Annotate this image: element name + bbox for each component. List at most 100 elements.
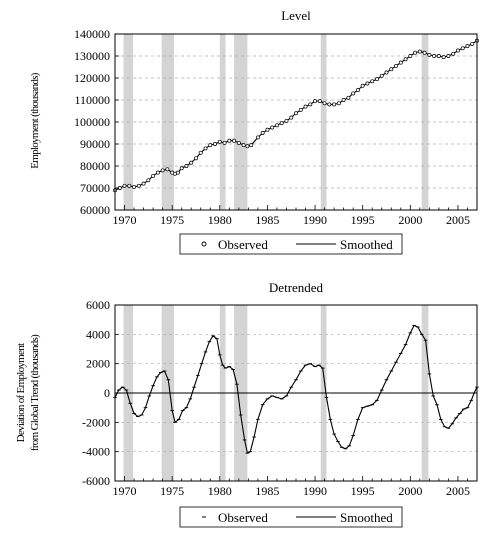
detrended-x-tick-label: 1980 <box>208 484 232 498</box>
detrended-y-tick-label: 4000 <box>86 327 110 341</box>
level-observed-point <box>179 166 184 171</box>
level-observed-point <box>241 143 246 148</box>
detrended-legend: Observed Smoothed <box>179 506 403 528</box>
level-observed-series <box>113 38 479 193</box>
level-observed-point <box>470 41 475 46</box>
level-gridlines <box>115 55 477 189</box>
level-observed-point <box>279 121 284 126</box>
level-x-tick-label: 1970 <box>113 213 137 227</box>
level-observed-point <box>308 102 313 107</box>
level-y-tick-label: 120000 <box>74 71 110 85</box>
detrended-gridlines <box>115 333 477 453</box>
level-y-ticks: 60000 70000 80000 90000 100000 110000 120000 13… <box>74 27 119 217</box>
level-observed-point <box>360 83 365 88</box>
level-observed-point <box>346 95 351 100</box>
level-x-tick-label: 1980 <box>208 213 232 227</box>
level-observed-point <box>284 118 289 123</box>
level-y-tick-label: 130000 <box>74 49 110 63</box>
level-observed-point <box>289 115 294 120</box>
level-observed-point <box>394 63 398 68</box>
level-x-tick-label: 2005 <box>446 213 470 227</box>
level-observed-point <box>274 123 279 128</box>
detrended-x-ticks: 1970 1975 1980 1985 1990 1995 2000 2005 <box>113 476 478 498</box>
detrended-x-tick-label: 1990 <box>303 484 327 498</box>
level-observed-point <box>375 77 379 82</box>
level-observed-point <box>141 181 146 186</box>
detrended-y-tick-label: -4000 <box>82 445 110 459</box>
level-observed-point <box>270 125 275 130</box>
level-observed-point <box>160 168 165 173</box>
level-observed-point <box>413 50 418 55</box>
level-observed-point <box>351 91 356 96</box>
detrended-y-ticks: -6000 -4000 -2000 0 2000 4000 6000 <box>82 298 119 488</box>
level-observed-point <box>146 178 151 183</box>
level-observed-point <box>249 143 254 148</box>
level-observed-point <box>427 52 432 57</box>
level-y-tick-label: 100000 <box>74 115 110 129</box>
detrended-y-tick-label: 2000 <box>86 357 110 371</box>
level-observed-point <box>455 48 460 53</box>
level-observed-point <box>208 143 213 148</box>
detrended-observed-series <box>113 325 479 454</box>
level-x-tick-label: 1975 <box>160 213 184 227</box>
level-observed-point <box>389 67 394 72</box>
level-observed-point <box>265 127 270 132</box>
level-y-tick-label: 90000 <box>80 137 110 151</box>
level-observed-point <box>451 51 456 56</box>
level-observed-point <box>155 170 160 175</box>
detrended-chart-ylabel-line2: from Global Trend (thousands) <box>29 334 41 451</box>
level-observed-point <box>446 54 451 58</box>
detrended-legend-box <box>179 506 403 528</box>
level-observed-point <box>341 98 346 102</box>
level-recession-band <box>421 34 429 210</box>
level-observed-point <box>327 102 332 107</box>
level-chart-title: Level <box>281 8 311 23</box>
level-chart-ylabel: Employment (thousands) <box>29 72 41 169</box>
level-observed-point <box>213 142 217 146</box>
level-observed-point <box>260 131 265 135</box>
level-observed-point <box>136 183 141 188</box>
level-observed-point <box>408 54 413 58</box>
detrended-smoothed-series <box>114 324 478 454</box>
level-legend-observed-marker <box>201 241 207 247</box>
level-observed-point <box>303 104 308 109</box>
level-y-tick-label: 140000 <box>74 27 110 41</box>
detrended-x-tick-label: 1985 <box>255 484 279 498</box>
level-recession-band <box>219 34 226 210</box>
level-chart: Level Employment (thousands) 60000 70000 8… <box>29 8 479 255</box>
detrended-legend-smoothed: Smoothed <box>340 510 393 525</box>
level-legend-smoothed: Smoothed <box>340 237 393 252</box>
detrended-x-tick-label: 2005 <box>446 484 470 498</box>
level-observed-point <box>322 101 327 106</box>
level-observed-point <box>441 55 446 60</box>
level-observed-point <box>122 183 127 188</box>
detrended-x-tick-label: 1970 <box>113 484 137 498</box>
detrended-y-tick-label: -6000 <box>82 474 110 488</box>
level-observed-point <box>175 170 180 175</box>
level-observed-point <box>313 99 318 104</box>
detrended-x-tick-label: 1995 <box>351 484 375 498</box>
level-observed-point <box>245 144 250 149</box>
level-observed-point <box>189 160 194 165</box>
level-observed-point <box>184 164 189 168</box>
detrended-y-tick-label: 0 <box>104 386 110 400</box>
level-observed-point <box>132 184 137 189</box>
detrended-x-tick-label: 1975 <box>160 484 184 498</box>
level-x-tick-label: 1995 <box>351 213 375 227</box>
level-observed-point <box>332 102 337 107</box>
level-observed-point <box>222 140 227 145</box>
detrended-smoothed-line <box>114 324 478 454</box>
level-observed-point <box>355 88 360 93</box>
level-observed-point <box>151 173 156 178</box>
detrended-y-tick-label: -2000 <box>82 415 110 429</box>
level-y-tick-label: 110000 <box>74 93 110 107</box>
level-legend: Observed Smoothed <box>179 233 403 255</box>
level-observed-point <box>294 111 298 116</box>
level-observed-point <box>298 107 303 112</box>
level-observed-point <box>165 167 170 172</box>
level-observed-point <box>403 57 408 62</box>
level-observed-point <box>198 150 203 155</box>
level-observed-point <box>317 99 322 104</box>
level-observed-point <box>227 138 232 143</box>
